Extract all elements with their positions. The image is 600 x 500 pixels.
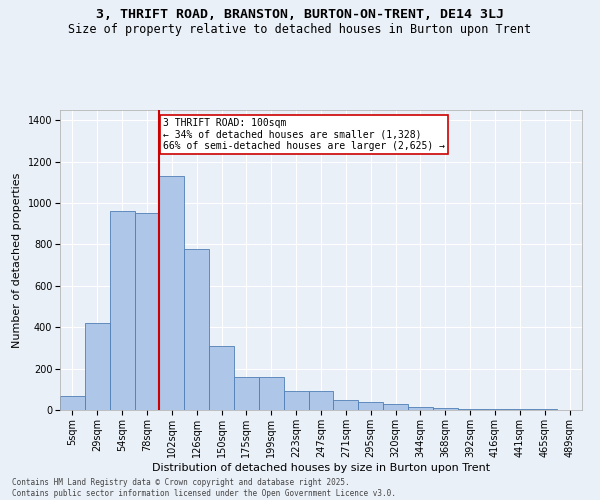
X-axis label: Distribution of detached houses by size in Burton upon Trent: Distribution of detached houses by size … [152, 462, 490, 472]
Text: Contains HM Land Registry data © Crown copyright and database right 2025.
Contai: Contains HM Land Registry data © Crown c… [12, 478, 396, 498]
Bar [85, 323, 110, 410]
Y-axis label: Number of detached properties: Number of detached properties [12, 172, 22, 348]
Bar [334, 400, 358, 410]
Bar [458, 409, 482, 410]
Bar [433, 408, 458, 410]
Bar [308, 392, 334, 410]
Bar [284, 392, 308, 410]
Bar [234, 377, 259, 410]
Bar [383, 404, 408, 410]
Text: 3, THRIFT ROAD, BRANSTON, BURTON-ON-TRENT, DE14 3LJ: 3, THRIFT ROAD, BRANSTON, BURTON-ON-TREN… [96, 8, 504, 20]
Bar [160, 176, 184, 410]
Bar [184, 248, 209, 410]
Bar [408, 407, 433, 410]
Bar [358, 402, 383, 410]
Text: 3 THRIFT ROAD: 100sqm
← 34% of detached houses are smaller (1,328)
66% of semi-d: 3 THRIFT ROAD: 100sqm ← 34% of detached … [163, 118, 445, 150]
Bar [259, 377, 284, 410]
Bar [209, 346, 234, 410]
Bar [482, 409, 508, 410]
Bar [110, 212, 134, 410]
Bar [60, 396, 85, 410]
Text: Size of property relative to detached houses in Burton upon Trent: Size of property relative to detached ho… [68, 22, 532, 36]
Bar [134, 214, 160, 410]
